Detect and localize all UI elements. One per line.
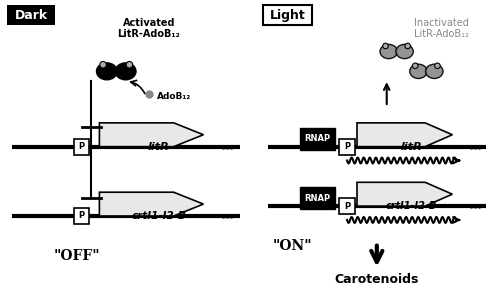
Circle shape	[405, 43, 410, 49]
Text: P: P	[78, 142, 84, 151]
Text: RNAP: RNAP	[304, 134, 330, 143]
Bar	[339, 139, 355, 155]
Bar	[74, 139, 90, 155]
Bar	[74, 208, 90, 224]
Bar	[300, 128, 335, 150]
Ellipse shape	[426, 64, 443, 78]
Text: Light: Light	[270, 9, 306, 22]
FancyArrow shape	[100, 123, 204, 147]
FancyArrow shape	[100, 192, 204, 216]
Text: litR: litR	[148, 141, 170, 152]
Text: Activated
LitR-AdoB₁₂: Activated LitR-AdoB₁₂	[118, 18, 180, 39]
Ellipse shape	[96, 63, 117, 80]
Text: crtI1-I2-B: crtI1-I2-B	[386, 201, 437, 211]
Text: P: P	[344, 201, 350, 211]
Circle shape	[126, 61, 132, 68]
Text: AdoB₁₂: AdoB₁₂	[157, 92, 191, 101]
Text: Dark: Dark	[14, 9, 48, 22]
Text: crtI1-I2-B: crtI1-I2-B	[132, 211, 186, 221]
Bar	[300, 187, 335, 209]
Text: P: P	[78, 212, 84, 220]
Text: RNAP: RNAP	[304, 194, 330, 203]
FancyArrow shape	[357, 123, 452, 147]
Text: Carotenoids: Carotenoids	[334, 273, 419, 286]
FancyArrow shape	[357, 182, 452, 206]
Ellipse shape	[380, 44, 398, 59]
Circle shape	[383, 43, 388, 49]
Text: P: P	[344, 142, 350, 151]
Bar	[8, 5, 55, 25]
Bar	[263, 5, 312, 25]
Text: "ON": "ON"	[273, 239, 312, 253]
Ellipse shape	[396, 44, 413, 59]
Ellipse shape	[116, 63, 136, 80]
Text: Inactivated
LitR-AdoB₁₂: Inactivated LitR-AdoB₁₂	[414, 18, 469, 39]
Circle shape	[434, 63, 440, 69]
Circle shape	[412, 63, 418, 69]
Bar	[339, 198, 355, 214]
Text: "OFF": "OFF"	[54, 249, 100, 263]
Circle shape	[100, 61, 106, 68]
Text: litR: litR	[400, 141, 422, 152]
Ellipse shape	[410, 64, 427, 78]
